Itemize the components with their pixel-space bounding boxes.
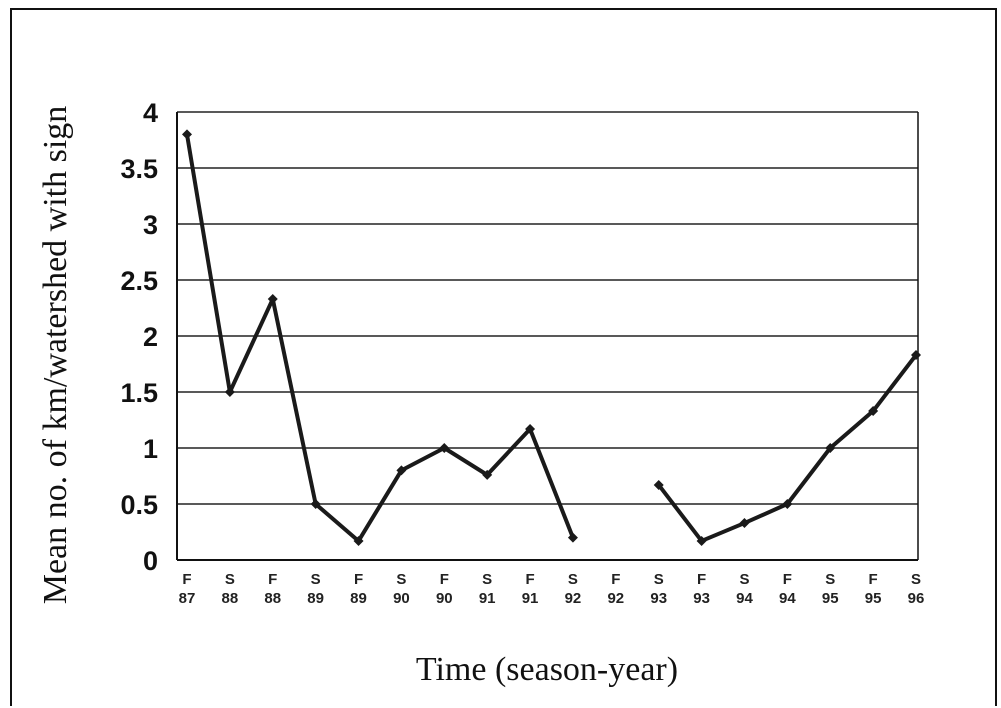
- data-point: [825, 443, 836, 453]
- data-point: [224, 387, 235, 397]
- x-tick-year: 91: [522, 590, 539, 607]
- data-point: [739, 518, 750, 529]
- x-tick-year: 96: [908, 590, 925, 607]
- data-point: [868, 406, 879, 417]
- data-point: [911, 350, 921, 361]
- y-tick-label: 2: [143, 322, 158, 352]
- x-tick-season: F: [440, 571, 449, 588]
- x-tick-season: S: [396, 571, 406, 588]
- x-tick-season: S: [225, 571, 235, 588]
- x-tick-season: F: [182, 571, 191, 588]
- x-tick-year: 95: [865, 590, 882, 607]
- x-tick-season: F: [525, 571, 534, 588]
- y-tick-label: 1: [143, 434, 158, 464]
- x-tick-season: F: [354, 571, 363, 588]
- x-tick-year: 93: [650, 590, 667, 607]
- y-axis-title: Mean no. of km/watershed with sign: [37, 106, 74, 605]
- y-tick-label: 4: [143, 98, 158, 128]
- x-tick-season: F: [869, 571, 878, 588]
- data-point: [310, 499, 321, 509]
- x-tick-season: S: [911, 571, 921, 588]
- x-tick-season: S: [654, 571, 664, 588]
- series-segment: [185, 134, 575, 543]
- data-point: [482, 469, 493, 480]
- data-point: [396, 465, 407, 476]
- x-tick-year: 90: [393, 590, 410, 607]
- x-tick-year: 88: [222, 590, 239, 607]
- data-point: [567, 532, 578, 543]
- x-tick-year: 89: [307, 590, 324, 607]
- y-tick-labels: 0 0.5 1 1.5 2 2.5 3 3.5 4: [120, 98, 158, 576]
- x-tick-season: F: [611, 571, 620, 588]
- x-tick-season: S: [825, 571, 835, 588]
- x-tick-year: 92: [607, 590, 624, 607]
- x-tick-season: S: [482, 571, 492, 588]
- x-tick-year: 90: [436, 590, 453, 607]
- series-line: [185, 134, 918, 543]
- gridlines: [177, 111, 918, 505]
- y-tick-label: 1.5: [120, 378, 158, 408]
- data-point: [182, 129, 192, 140]
- x-tick-year: 91: [479, 590, 496, 607]
- x-tick-year: 95: [822, 590, 839, 607]
- x-tick-year: 88: [264, 590, 281, 607]
- x-tick-season: F: [783, 571, 792, 588]
- data-point: [353, 535, 364, 546]
- y-tick-label: 0: [143, 546, 158, 576]
- data-point: [525, 423, 536, 434]
- data-point: [267, 294, 278, 305]
- y-tick-label: 2.5: [120, 266, 158, 296]
- x-axis-title: Time (season-year): [416, 651, 678, 688]
- x-tick-labels: F 87 S 88 F 88 S 89 F 89 S 90 F 90 S 91 F 91 S 92 F 92 S 93 F 93 S…: [179, 571, 925, 607]
- x-tick-year: 94: [736, 590, 753, 607]
- x-tick-year: 87: [179, 590, 196, 607]
- data-point: [696, 535, 707, 546]
- data-point: [439, 443, 450, 453]
- data-point: [782, 499, 793, 509]
- x-tick-season: F: [268, 571, 277, 588]
- data-point: [653, 479, 664, 490]
- y-tick-label: 3.5: [120, 154, 158, 184]
- x-tick-season: S: [311, 571, 321, 588]
- x-tick-year: 89: [350, 590, 367, 607]
- y-tick-label: 3: [143, 210, 158, 240]
- x-tick-year: 94: [779, 590, 796, 607]
- x-tick-season: S: [568, 571, 578, 588]
- series-markers: [182, 129, 921, 546]
- y-tick-label: 0.5: [120, 490, 158, 520]
- x-tick-season: S: [739, 571, 749, 588]
- x-tick-season: F: [697, 571, 706, 588]
- figure-border: [10, 8, 997, 706]
- x-tick-year: 93: [693, 590, 710, 607]
- x-tick-year: 92: [565, 590, 582, 607]
